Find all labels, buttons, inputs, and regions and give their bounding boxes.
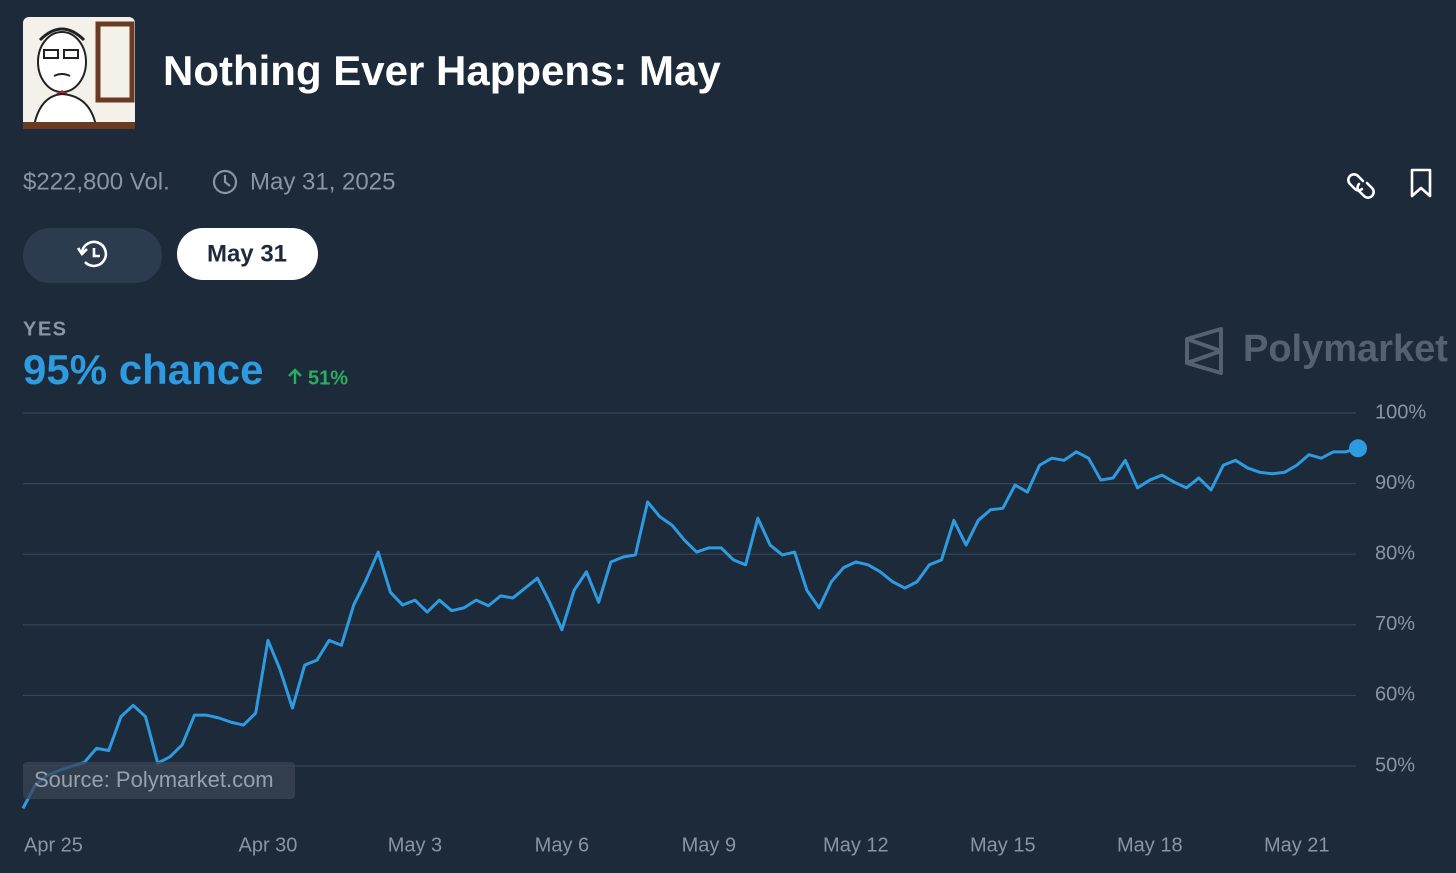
source: Source: Polymarket.com: [34, 767, 274, 792]
x-tick-label: Apr 30: [238, 834, 297, 856]
date-tab[interactable]: May 31: [177, 228, 318, 280]
change: 51%: [308, 367, 348, 389]
y-tick-label: 60%: [1375, 684, 1415, 706]
x-tick-label: May 6: [535, 834, 589, 856]
watermark-logo: [1185, 327, 1223, 375]
watermark: Polymarket: [1243, 328, 1448, 370]
plot: 50% 60% 70% 80% 90% 100% Apr 25 Apr 30 May 3 May …: [21, 401, 1426, 856]
outcome-label: YES: [23, 318, 68, 340]
bookmark-button[interactable]: [1410, 168, 1432, 198]
avatar: [23, 17, 135, 129]
market-title: Nothing Ever Happens: May: [163, 47, 721, 94]
x-tick-label: May 21: [1264, 834, 1330, 856]
x-tick-label: May 3: [388, 834, 442, 856]
history-tab[interactable]: [23, 228, 162, 283]
link-button[interactable]: [1347, 173, 1375, 199]
end-date: May 31, 2025: [250, 168, 395, 195]
y-tick-label: 100%: [1375, 401, 1426, 423]
x-tick-label: May 18: [1117, 834, 1183, 856]
y-tick-label: 70%: [1375, 613, 1415, 635]
tab-label[interactable]: May 31: [207, 240, 287, 267]
price-line: [21, 446, 1359, 810]
y-tick-label: 50%: [1375, 754, 1415, 776]
x-tick-label: May 12: [823, 834, 889, 856]
clock-icon: [212, 169, 238, 195]
end-point: [1349, 439, 1367, 458]
x-tick-label: May 9: [682, 834, 736, 856]
y-tick-label: 80%: [1375, 542, 1415, 564]
x-tick-label: Apr 25: [24, 834, 83, 856]
chance: 95% chance: [23, 346, 263, 393]
source-badge: Source: Polymarket.com: [23, 762, 295, 799]
up-arrow: [288, 368, 302, 384]
volume: $222,800 Vol.: [23, 168, 170, 195]
y-tick-label: 90%: [1375, 472, 1415, 494]
x-tick-label: May 15: [970, 834, 1036, 856]
